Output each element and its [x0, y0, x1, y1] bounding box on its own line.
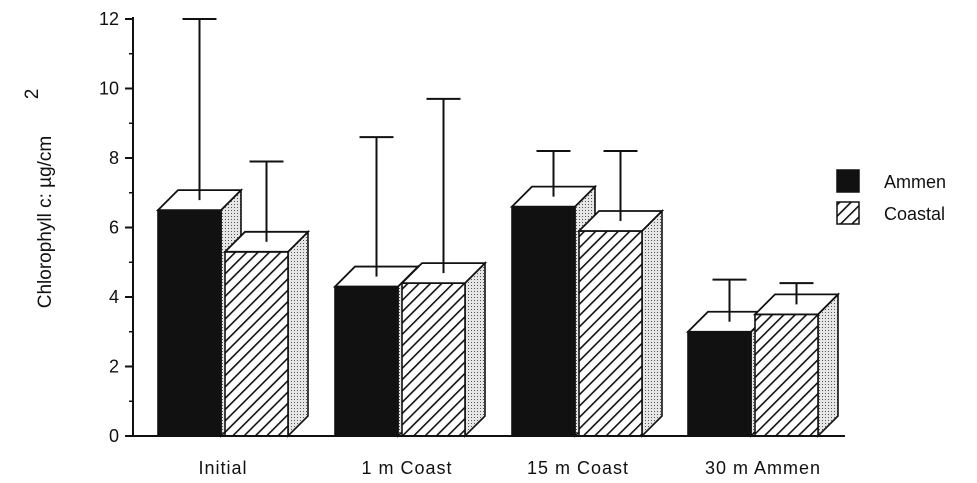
bar: [511, 205, 576, 437]
y-axis-ticks: 0 2 4 6 8 10 12: [99, 9, 133, 446]
y-tick-label: 8: [109, 148, 119, 168]
legend-swatch: [836, 201, 860, 225]
y-axis-title: Chlorophyll c: µg/cm: [35, 136, 56, 309]
bar-side-face: [817, 292, 839, 438]
bar-side-face: [287, 229, 309, 438]
y-tick-label: 12: [99, 9, 119, 29]
y-tick-label: 6: [109, 218, 119, 238]
x-tick-label: Initial: [198, 458, 247, 478]
legend-label: Ammen: [884, 172, 946, 192]
bar: [401, 282, 466, 437]
x-tick-label: 1 m Coast: [361, 458, 452, 478]
bar: [754, 313, 819, 437]
bar: [578, 230, 643, 437]
x-tick-label: 30 m Ammen: [705, 458, 821, 478]
y-tick-label: 2: [109, 357, 119, 377]
bar: [687, 330, 752, 437]
x-tick-label: 15 m Coast: [527, 458, 629, 478]
y-axis-title-superscript: 2: [22, 89, 43, 100]
y-tick-label: 4: [109, 287, 119, 307]
category-labels: Initial 1 m Coast 15 m Coast 30 m Ammen: [198, 458, 821, 478]
y-tick-label: 10: [99, 79, 119, 99]
bar: [157, 209, 222, 437]
legend-swatch: [836, 169, 860, 193]
axes: [125, 17, 845, 437]
bar-side-face: [641, 209, 663, 438]
bars-group: [155, 18, 841, 438]
y-tick-label: 0: [109, 426, 119, 446]
bar-side-face: [464, 261, 486, 438]
bar: [224, 251, 289, 437]
legend-label: Coastal: [884, 204, 945, 224]
legend: Ammen Coastal: [836, 169, 946, 225]
bar: [334, 285, 399, 437]
